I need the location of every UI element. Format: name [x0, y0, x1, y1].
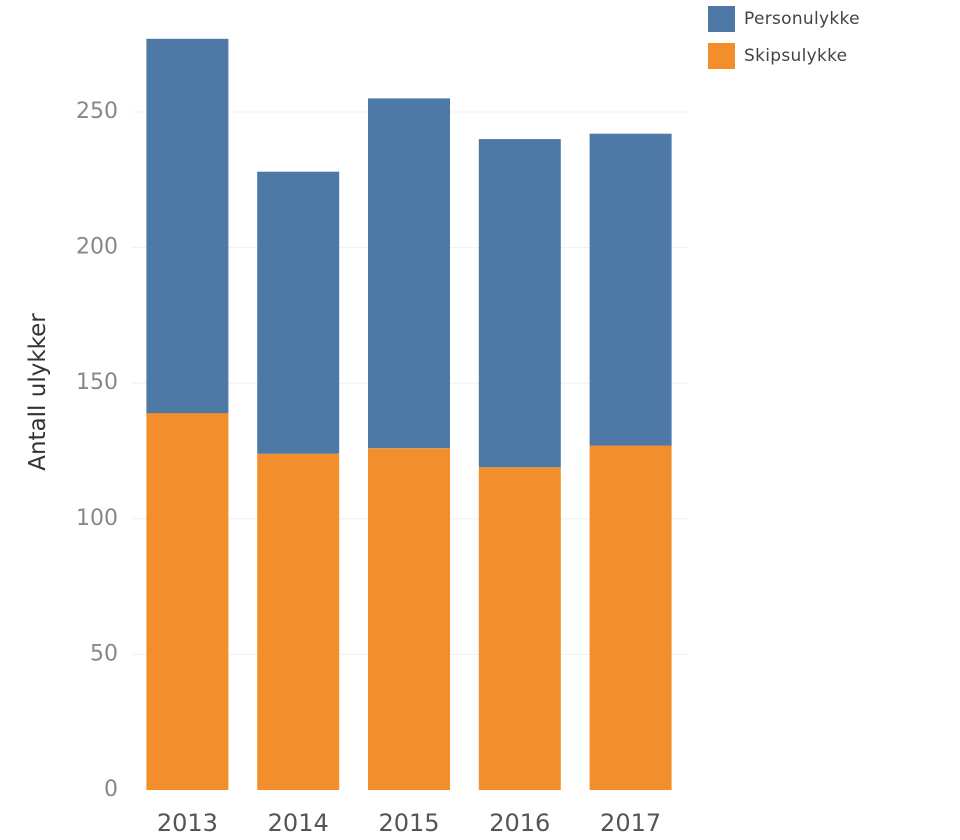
legend: Personulykke Skipsulykke — [708, 6, 860, 80]
y-tick-label-100: 100 — [76, 506, 118, 531]
legend-item-personulykke[interactable]: Personulykke — [708, 6, 860, 32]
bar-skipsulykke-2016[interactable] — [478, 467, 561, 790]
bar-personulykke-2017[interactable] — [589, 133, 672, 446]
x-tick-label-2013: 2013 — [157, 809, 218, 837]
y-axis-ticks: 0 50 100 150 200 250 — [76, 99, 118, 802]
bar-personulykke-2016[interactable] — [478, 139, 561, 468]
legend-item-skipsulykke[interactable]: Skipsulykke — [708, 43, 860, 69]
bar-skipsulykke-2015[interactable] — [368, 448, 450, 790]
bar-skipsulykke-2014[interactable] — [257, 453, 340, 790]
y-axis-label: Antall ulykker — [25, 313, 51, 471]
bar-personulykke-2014[interactable] — [257, 171, 340, 454]
y-tick-label-50: 50 — [90, 641, 118, 666]
bar-personulykke-2015[interactable] — [368, 98, 450, 449]
legend-label-skipsulykke: Skipsulykke — [744, 46, 848, 66]
y-tick-label-150: 150 — [76, 370, 118, 395]
y-tick-label-250: 250 — [76, 99, 118, 124]
x-tick-label-2015: 2015 — [378, 809, 439, 837]
x-tick-label-2017: 2017 — [600, 809, 661, 837]
y-tick-label-0: 0 — [104, 777, 118, 802]
x-axis-ticks: 2013 2014 2015 2016 2017 — [157, 809, 661, 837]
legend-label-personulykke: Personulykke — [744, 9, 860, 29]
y-tick-label-200: 200 — [76, 235, 118, 260]
bars — [146, 38, 672, 790]
legend-swatch-skipsulykke — [708, 43, 735, 69]
x-tick-label-2014: 2014 — [268, 809, 329, 837]
bar-skipsulykke-2017[interactable] — [589, 445, 672, 790]
legend-swatch-personulykke — [708, 6, 735, 32]
bar-personulykke-2013[interactable] — [146, 38, 229, 414]
x-tick-label-2016: 2016 — [489, 809, 550, 837]
bar-skipsulykke-2013[interactable] — [146, 413, 229, 790]
